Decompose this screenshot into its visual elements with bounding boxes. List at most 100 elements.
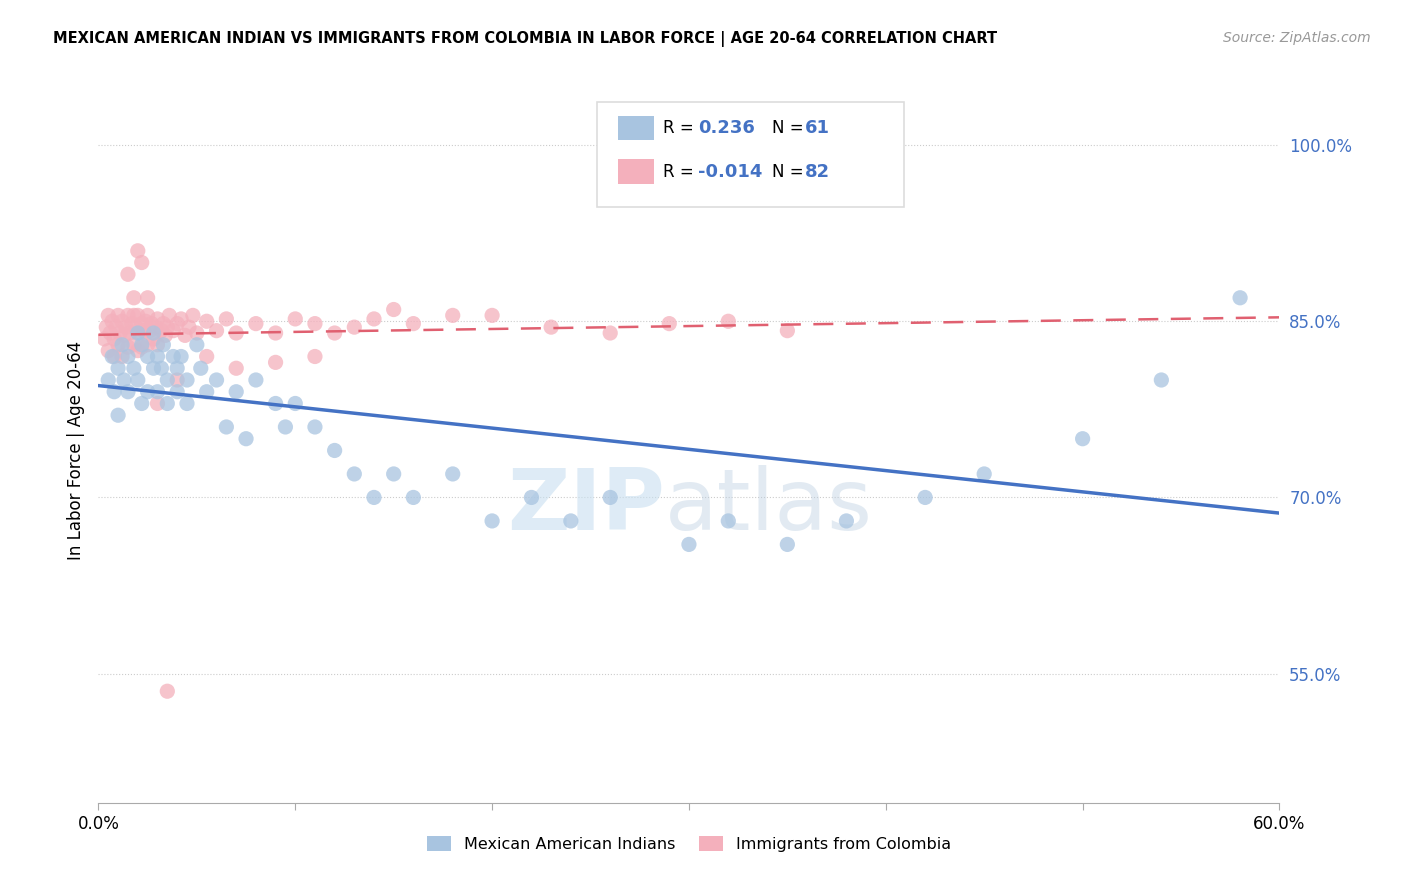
- Point: [157, 309, 180, 323]
- Point: [152, 338, 174, 352]
- Text: R =: R =: [664, 119, 699, 136]
- Point: [304, 317, 326, 331]
- Point: [101, 314, 124, 328]
- Point: [245, 317, 267, 331]
- Point: [264, 326, 287, 340]
- Point: [105, 320, 128, 334]
- Point: [205, 324, 228, 338]
- Point: [111, 338, 134, 352]
- Point: [304, 420, 326, 434]
- Text: R =: R =: [664, 163, 699, 181]
- Point: [166, 317, 188, 331]
- Point: [117, 384, 139, 399]
- Point: [195, 384, 218, 399]
- Point: [122, 338, 145, 352]
- Point: [599, 491, 621, 505]
- Point: [156, 320, 179, 334]
- Point: [402, 491, 425, 505]
- Point: [717, 314, 740, 328]
- Text: ZIP: ZIP: [508, 466, 665, 549]
- Point: [181, 309, 204, 323]
- Point: [146, 338, 169, 352]
- Point: [142, 326, 165, 340]
- Point: [402, 317, 425, 331]
- Point: [225, 326, 247, 340]
- Point: [142, 361, 165, 376]
- Legend: Mexican American Indians, Immigrants from Colombia: Mexican American Indians, Immigrants fro…: [420, 830, 957, 858]
- Point: [441, 309, 464, 323]
- Text: 0.236: 0.236: [699, 119, 755, 136]
- Text: 82: 82: [804, 163, 830, 181]
- Point: [112, 328, 135, 343]
- Y-axis label: In Labor Force | Age 20-64: In Labor Force | Age 20-64: [66, 341, 84, 560]
- Text: N =: N =: [772, 119, 808, 136]
- Point: [245, 373, 267, 387]
- Point: [131, 317, 153, 331]
- Point: [103, 350, 125, 364]
- Point: [115, 320, 138, 334]
- Point: [103, 332, 125, 346]
- Point: [264, 396, 287, 410]
- Point: [117, 268, 139, 282]
- Point: [128, 326, 150, 340]
- Point: [122, 361, 145, 376]
- Point: [146, 350, 169, 364]
- Point: [146, 396, 169, 410]
- Point: [156, 373, 179, 387]
- Point: [914, 491, 936, 505]
- Point: [121, 317, 143, 331]
- Point: [142, 332, 165, 346]
- Point: [323, 326, 346, 340]
- Point: [264, 355, 287, 369]
- Point: [599, 326, 621, 340]
- Point: [176, 396, 198, 410]
- Point: [1150, 373, 1173, 387]
- FancyBboxPatch shape: [619, 116, 654, 140]
- Point: [1071, 432, 1094, 446]
- Point: [343, 320, 366, 334]
- Point: [97, 309, 120, 323]
- Point: [717, 514, 740, 528]
- Point: [150, 361, 173, 376]
- Point: [177, 320, 200, 334]
- Point: [138, 324, 160, 338]
- Point: [131, 340, 153, 354]
- Point: [166, 373, 188, 387]
- Point: [481, 309, 503, 323]
- Point: [117, 309, 139, 323]
- Point: [166, 361, 188, 376]
- Point: [1229, 291, 1251, 305]
- Point: [382, 467, 405, 481]
- Point: [155, 328, 177, 343]
- Point: [122, 291, 145, 305]
- Point: [97, 343, 120, 358]
- Text: MEXICAN AMERICAN INDIAN VS IMMIGRANTS FROM COLOMBIA IN LABOR FORCE | AGE 20-64 C: MEXICAN AMERICAN INDIAN VS IMMIGRANTS FR…: [53, 31, 997, 47]
- Point: [170, 312, 193, 326]
- Point: [97, 373, 120, 387]
- Point: [107, 361, 129, 376]
- Point: [146, 312, 169, 326]
- Point: [162, 350, 184, 364]
- Point: [186, 326, 208, 340]
- Point: [146, 384, 169, 399]
- Text: Source: ZipAtlas.com: Source: ZipAtlas.com: [1223, 31, 1371, 45]
- Point: [136, 384, 159, 399]
- Point: [111, 350, 134, 364]
- Point: [132, 324, 155, 338]
- FancyBboxPatch shape: [619, 160, 654, 184]
- Point: [205, 373, 228, 387]
- Point: [127, 373, 149, 387]
- Point: [156, 396, 179, 410]
- Point: [284, 312, 307, 326]
- Point: [678, 537, 700, 551]
- Point: [127, 326, 149, 340]
- Point: [118, 326, 141, 340]
- Point: [135, 314, 157, 328]
- Point: [93, 332, 115, 346]
- Point: [441, 467, 464, 481]
- Point: [103, 384, 125, 399]
- Point: [141, 317, 163, 331]
- Point: [107, 309, 129, 323]
- Point: [117, 340, 139, 354]
- Point: [174, 328, 197, 343]
